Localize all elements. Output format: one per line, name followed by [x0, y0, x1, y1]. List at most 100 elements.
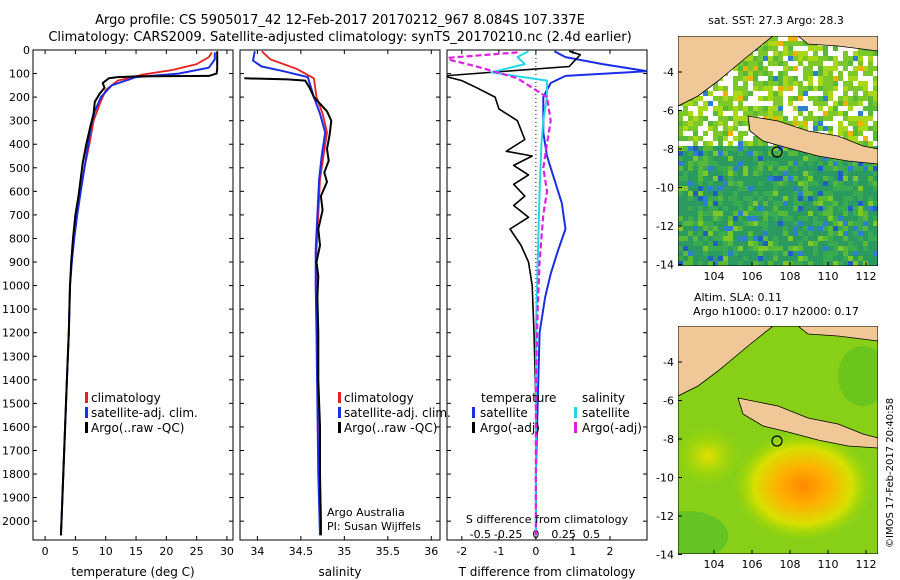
sst-cell — [808, 166, 813, 171]
sst-cell — [803, 236, 808, 241]
sst-cell — [818, 221, 823, 226]
sst-cell — [848, 86, 853, 91]
sst-cell — [718, 261, 723, 266]
sst-cell — [808, 231, 813, 236]
sst-cell — [788, 86, 793, 91]
sst-cell — [823, 166, 828, 171]
sst-cell — [828, 191, 833, 196]
sst-cell — [748, 261, 753, 266]
sst-cell — [773, 181, 778, 186]
sst-cell — [838, 111, 843, 116]
sst-cell — [758, 171, 763, 176]
sst-map — [678, 36, 878, 266]
sst-cell — [783, 96, 788, 101]
sst-cell — [868, 71, 873, 76]
series-line-salinity-satellite — [490, 50, 548, 536]
sst-cell — [838, 256, 843, 261]
sst-cell — [833, 101, 838, 106]
sst-cell — [698, 166, 703, 171]
sst-cell — [763, 51, 768, 56]
sst-cell — [873, 86, 878, 91]
sst-cell — [768, 166, 773, 171]
sst-cell — [768, 66, 773, 71]
sst-cell — [718, 146, 723, 151]
sst-cell — [763, 261, 768, 266]
sst-cell — [728, 216, 733, 221]
sst-cell — [723, 141, 728, 146]
sst-cell — [693, 116, 698, 121]
sst-cell — [828, 206, 833, 211]
sst-cell — [793, 66, 798, 71]
sst-cell — [723, 256, 728, 261]
sst-cell — [838, 56, 843, 61]
sst-cell — [843, 46, 848, 51]
sst-map-ticks: 104 106 108 110 112-4-6-8-10-12-14 — [656, 66, 876, 283]
sst-cell — [823, 106, 828, 111]
sst-cell — [863, 211, 868, 216]
sst-cell — [753, 101, 758, 106]
sst-cell — [853, 226, 858, 231]
sst-cell — [803, 246, 808, 251]
sst-cell — [708, 231, 713, 236]
sst-cell — [758, 61, 763, 66]
sst-cell — [703, 171, 708, 176]
sst-cell — [808, 96, 813, 101]
sst-cell — [678, 251, 683, 256]
sst-cell — [833, 91, 838, 96]
sst-cell — [858, 201, 863, 206]
sst-cell — [698, 136, 703, 141]
sst-cell — [868, 186, 873, 191]
sst-cell — [843, 91, 848, 96]
sst-cell — [823, 71, 828, 76]
sst-cell — [853, 261, 858, 266]
map-x-tick-label: 106 — [742, 558, 763, 571]
sst-cell — [703, 186, 708, 191]
sst-cell — [733, 181, 738, 186]
sst-cell — [738, 161, 743, 166]
sla-land-borneo — [797, 326, 878, 342]
sst-cell — [723, 111, 728, 116]
map-x-tick-label: 108 — [780, 270, 801, 283]
sst-cell — [813, 166, 818, 171]
sst-cell — [793, 166, 798, 171]
sst-cell — [718, 81, 723, 86]
sst-cell — [828, 51, 833, 56]
sst-cell — [813, 226, 818, 231]
sst-cell — [758, 181, 763, 186]
sst-cell — [873, 51, 878, 56]
sst-cell — [843, 61, 848, 66]
sst-cell — [788, 56, 793, 61]
sst-cell — [788, 166, 793, 171]
sst-cell — [763, 101, 768, 106]
sst-cell — [723, 176, 728, 181]
sst-cell — [768, 261, 773, 266]
sst-cell — [683, 136, 688, 141]
sst-cell — [783, 256, 788, 261]
sst-cell — [733, 121, 738, 126]
sst-cell — [738, 111, 743, 116]
difference-panel-frame — [446, 49, 648, 541]
sst-cell — [783, 201, 788, 206]
sst-cell — [828, 176, 833, 181]
sst-cell — [798, 201, 803, 206]
sst-cell — [793, 236, 798, 241]
sst-cell — [793, 76, 798, 81]
sst-cell — [823, 126, 828, 131]
sst-cell — [823, 181, 828, 186]
sst-cell — [828, 71, 833, 76]
sst-cell — [808, 66, 813, 71]
map-x-tick-label: 110 — [818, 558, 839, 571]
sst-cell — [798, 41, 803, 46]
sst-cell — [833, 206, 838, 211]
sst-cell — [683, 201, 688, 206]
sst-cell — [868, 221, 873, 226]
sst-cell — [818, 101, 823, 106]
sst-cell — [723, 151, 728, 156]
sst-cell — [733, 106, 738, 111]
sst-cell — [773, 206, 778, 211]
sst-cell — [858, 86, 863, 91]
sst-cell — [783, 221, 788, 226]
sst-cell — [793, 151, 798, 156]
sst-cell — [818, 166, 823, 171]
sst-cell — [758, 166, 763, 171]
